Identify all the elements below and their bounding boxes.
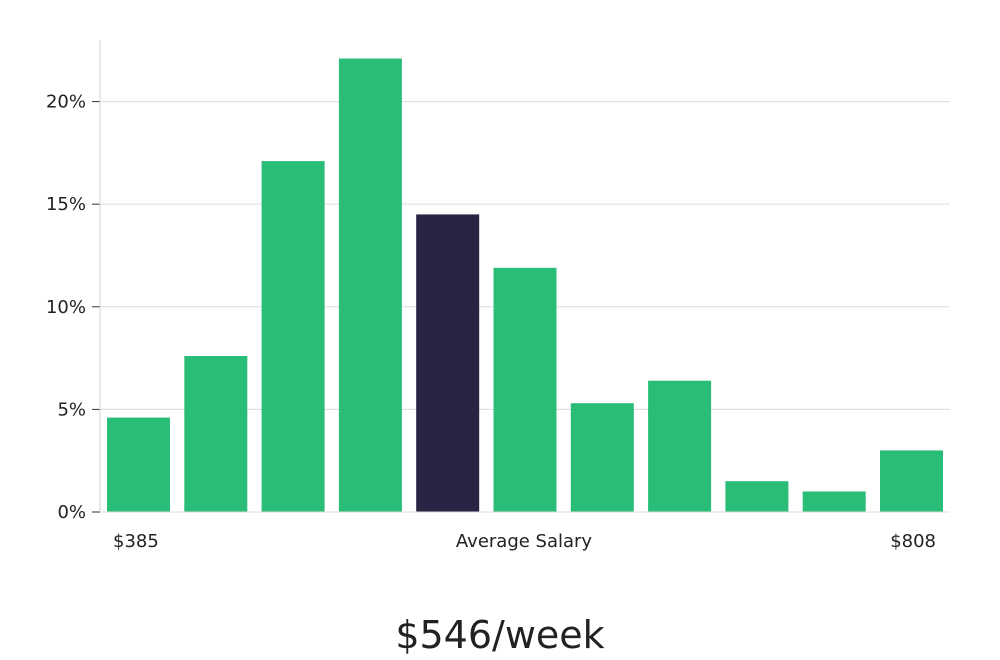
bar xyxy=(570,403,634,512)
y-tick-label: 0% xyxy=(57,502,86,523)
bar xyxy=(107,417,170,512)
bar xyxy=(880,450,943,512)
bar-layer xyxy=(107,58,943,512)
y-tick-label: 15% xyxy=(46,194,86,215)
x-label-min: $385 xyxy=(113,531,159,552)
bar xyxy=(725,481,789,512)
bar xyxy=(338,58,402,512)
average-weekly-salary: $546/week xyxy=(395,613,604,657)
y-tick-label: 5% xyxy=(57,399,86,420)
bar xyxy=(493,267,557,512)
x-label-max: $808 xyxy=(890,531,936,552)
bar xyxy=(261,161,325,512)
bar xyxy=(648,380,712,512)
y-tick-label: 10% xyxy=(46,297,86,318)
x-label-average-salary: Average Salary xyxy=(456,531,593,552)
y-tick-label: 20% xyxy=(46,92,86,113)
axis-layer: 0% 5% 10% 15% 20% xyxy=(46,40,950,523)
bar xyxy=(802,491,866,512)
bar xyxy=(184,356,248,512)
bar-average-salary xyxy=(416,214,480,512)
